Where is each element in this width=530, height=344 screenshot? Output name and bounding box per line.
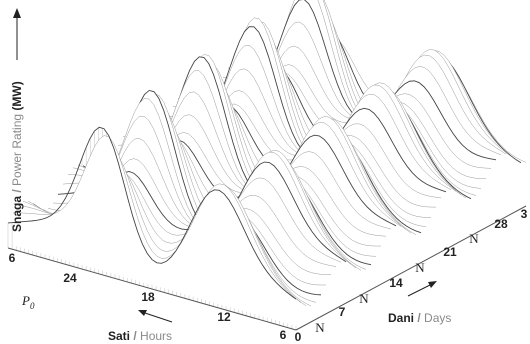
days-tick-label: N <box>315 320 325 335</box>
y-label-translation: Power Rating <box>10 114 24 186</box>
surface-strip <box>13 135 301 328</box>
days-arrow <box>407 283 433 297</box>
hours-arrow-head <box>138 310 147 316</box>
base-edge <box>295 205 527 331</box>
days-tick-label: 28 <box>494 217 508 231</box>
days-tick-label: 7 <box>339 305 346 319</box>
p0: P <box>21 293 30 308</box>
hours-tick-label: 18 <box>141 290 155 304</box>
days-tick-label: 14 <box>389 276 403 290</box>
surface-line <box>7 126 297 300</box>
days-name: Dani <box>388 311 414 325</box>
p0-label: P0 <box>21 293 35 311</box>
hours-translation: Hours <box>140 329 172 343</box>
hours-name: Sati <box>108 329 130 343</box>
y-arrow-head <box>13 8 21 18</box>
surface <box>7 0 527 331</box>
hours-arrow <box>141 311 173 323</box>
days-sep: / <box>414 311 424 325</box>
y-label-sep: / <box>10 186 24 196</box>
y-label-name: Snaga <box>10 196 24 232</box>
hours-sep: / <box>130 329 140 343</box>
days-translation: Days <box>424 311 451 325</box>
days-tick-label: 0 <box>295 330 302 344</box>
hours-tick-label: 6 <box>280 328 287 342</box>
days-label: Dani / Days <box>388 311 451 325</box>
days-tick-label: 3 <box>521 207 528 221</box>
hours-tick-label: 24 <box>63 271 77 285</box>
hours-label: Sati / Hours <box>108 329 172 343</box>
days-tick-label: 21 <box>443 245 457 259</box>
base-edge <box>7 247 297 331</box>
days-arrow-head <box>428 281 437 288</box>
hours-tick-label: 12 <box>217 310 231 324</box>
surface-line <box>12 135 302 303</box>
p0-sub: 0 <box>30 301 35 311</box>
days-tick-label: N <box>359 291 369 306</box>
hours-tick-label: 6 <box>9 251 16 265</box>
days-tick-label: N <box>469 231 479 246</box>
y-label-unit: (MW) <box>10 81 24 114</box>
days-tick-label: N <box>415 260 425 275</box>
y-axis-label: Snaga / Power Rating (MW) <box>10 81 24 232</box>
